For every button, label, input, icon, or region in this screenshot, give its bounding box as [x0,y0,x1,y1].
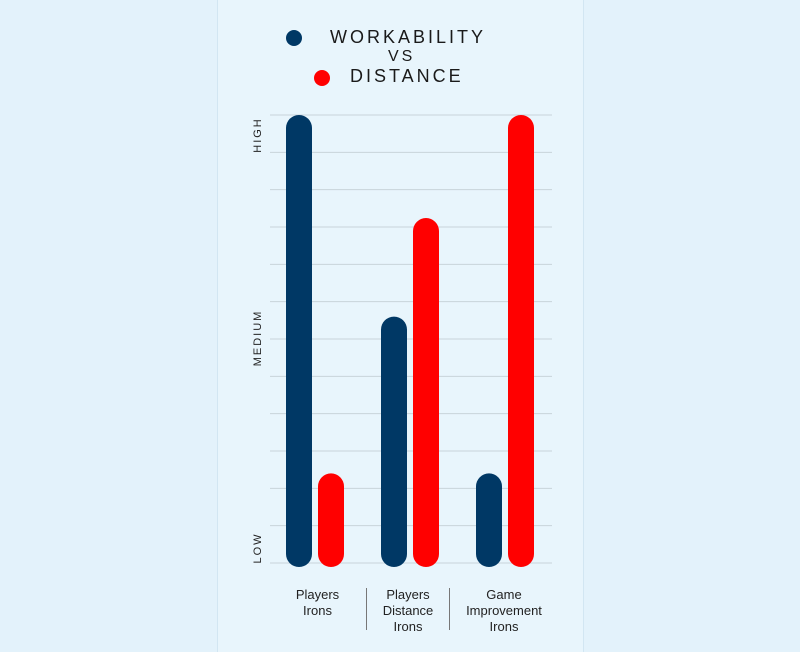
x-category-line: Improvement [466,603,542,618]
bar-workability-3 [476,473,502,567]
y-tick-label-low: LOW [252,532,264,563]
x-category-line: Game [486,587,522,602]
y-tick-label-high: HIGH [252,117,264,153]
bar-distance-3 [508,115,534,567]
legend-workability-label: WORKABILITY [330,27,487,47]
bar-workability-2 [381,316,407,567]
chart-legend: WORKABILITY VS DISTANCE [0,0,800,100]
x-category-line: Irons [303,603,332,618]
x-category-label-players-irons: Players Irons [270,587,365,619]
x-category-separator [366,588,367,630]
x-category-line: Players [295,587,340,602]
legend-vs-label: VS [388,48,416,65]
x-category-line: Irons [393,619,423,634]
x-category-line: Irons [489,619,519,634]
x-category-line: Distance [382,603,434,618]
legend-distance-dot [314,70,330,86]
y-tick-label-medium: MEDIUM [252,310,264,367]
x-category-label-game-improvement-irons: Game Improvement Irons [454,587,554,635]
bar-distance-1 [318,473,344,567]
x-category-separator [449,588,450,630]
x-category-label-players-distance-irons: Players Distance Irons [368,587,448,635]
legend-distance-label: DISTANCE [350,66,464,86]
bar-workability-1 [286,115,312,567]
bar-distance-2 [413,218,439,568]
x-category-line: Players [386,587,430,602]
legend-workability-dot [286,30,302,46]
